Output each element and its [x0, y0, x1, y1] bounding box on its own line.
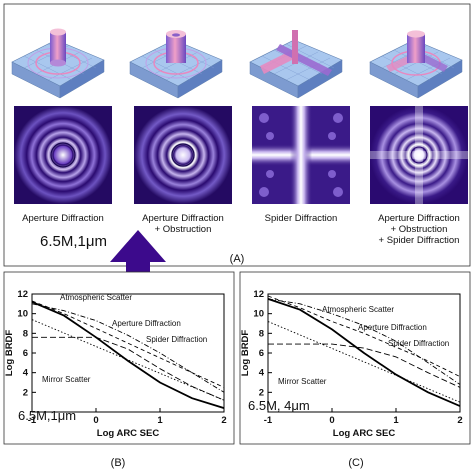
y-tick-label: 10: [17, 309, 28, 320]
surface-plot-3: [249, 30, 343, 99]
series-line-atmospheric-scatter: [32, 303, 224, 393]
series-label-spider-diffraction: Spider Diffraction: [146, 335, 207, 344]
label-a: (A): [230, 253, 245, 265]
chart-c-frame: [239, 271, 471, 445]
diffraction-image-2: [134, 106, 232, 204]
series-line-aperture-diffraction: [32, 300, 224, 388]
x-axis-label: Log ARC SEC: [333, 428, 396, 439]
y-tick-label: 10: [253, 309, 264, 320]
caption-4-line-2: + Obstruction: [391, 224, 448, 235]
top-annotation: 6.5M,1μm: [40, 233, 107, 250]
x-tick-label: 0: [329, 415, 334, 426]
surface-plot-1: [11, 28, 105, 99]
x-tick-label: 0: [93, 415, 98, 426]
x-tick-label: 1: [157, 415, 163, 426]
y-tick-label: 4: [259, 368, 265, 379]
y-axis-label: Log BRDF: [4, 330, 15, 377]
chart-b-frame: [3, 271, 235, 445]
diffraction-image-1: [14, 106, 112, 204]
series-label-aperture-diffraction: Aperture Diffraction: [358, 323, 427, 332]
y-tick-label: 12: [253, 289, 264, 300]
series-label-atmospheric-scatter: Atmospheric Scatter: [60, 293, 132, 302]
caption-1-line-1: Aperture Diffraction: [22, 213, 104, 224]
y-tick-label: 4: [23, 368, 29, 379]
caption-3-line-1: Spider Diffraction: [265, 213, 338, 224]
y-tick-label: 6: [259, 348, 264, 359]
y-tick-label: 8: [259, 328, 264, 339]
x-tick-label: 1: [393, 415, 399, 426]
series-label-aperture-diffraction: Aperture Diffraction: [112, 319, 181, 328]
panel-captions: Aperture Diffraction Aperture Diffractio…: [22, 213, 460, 246]
caption-4-line-3: + Spider Diffraction: [379, 235, 460, 246]
x-tick-label: 2: [221, 415, 226, 426]
x-axis-label: Log ARC SEC: [97, 428, 160, 439]
y-tick-label: 12: [17, 289, 28, 300]
caption-2-line-2: + Obstruction: [155, 224, 212, 235]
y-tick-label: 6: [23, 348, 28, 359]
caption-2-line-1: Aperture Diffraction: [142, 213, 224, 224]
series-line-atmospheric-scatter: [268, 298, 460, 385]
x-tick-label: -1: [264, 415, 273, 426]
diffraction-image-3: [252, 106, 350, 204]
x-tick-label: 2: [457, 415, 462, 426]
label-b: (B): [111, 457, 126, 469]
series-line-total: [32, 301, 224, 409]
series-label-mirror-scatter: Mirror Scatter: [278, 377, 327, 386]
x-tick-label: -1: [28, 415, 37, 426]
label-c: (C): [348, 457, 363, 469]
caption-4-line-1: Aperture Diffraction: [378, 213, 460, 224]
series-line-total: [268, 298, 460, 407]
y-tick-label: 2: [259, 387, 264, 398]
series-label-mirror-scatter: Mirror Scatter: [42, 375, 91, 384]
surface-plot-4: [369, 30, 463, 99]
chart-annotation: 6.5M, 4μm: [248, 398, 310, 413]
surface-plot-2: [129, 30, 223, 99]
y-tick-label: 2: [23, 387, 28, 398]
y-tick-label: 8: [23, 328, 28, 339]
series-line-spider-diffraction: [268, 343, 460, 388]
arrow-up-icon: [110, 230, 166, 300]
diffraction-image-4: [370, 106, 468, 204]
y-axis-label: Log BRDF: [240, 330, 251, 377]
series-label-spider-diffraction: Spider Diffraction: [388, 339, 449, 348]
chart-annotation: 6.5M,1μm: [18, 408, 76, 423]
series-label-atmospheric-scatter: Atmospheric Scatter: [322, 305, 394, 314]
